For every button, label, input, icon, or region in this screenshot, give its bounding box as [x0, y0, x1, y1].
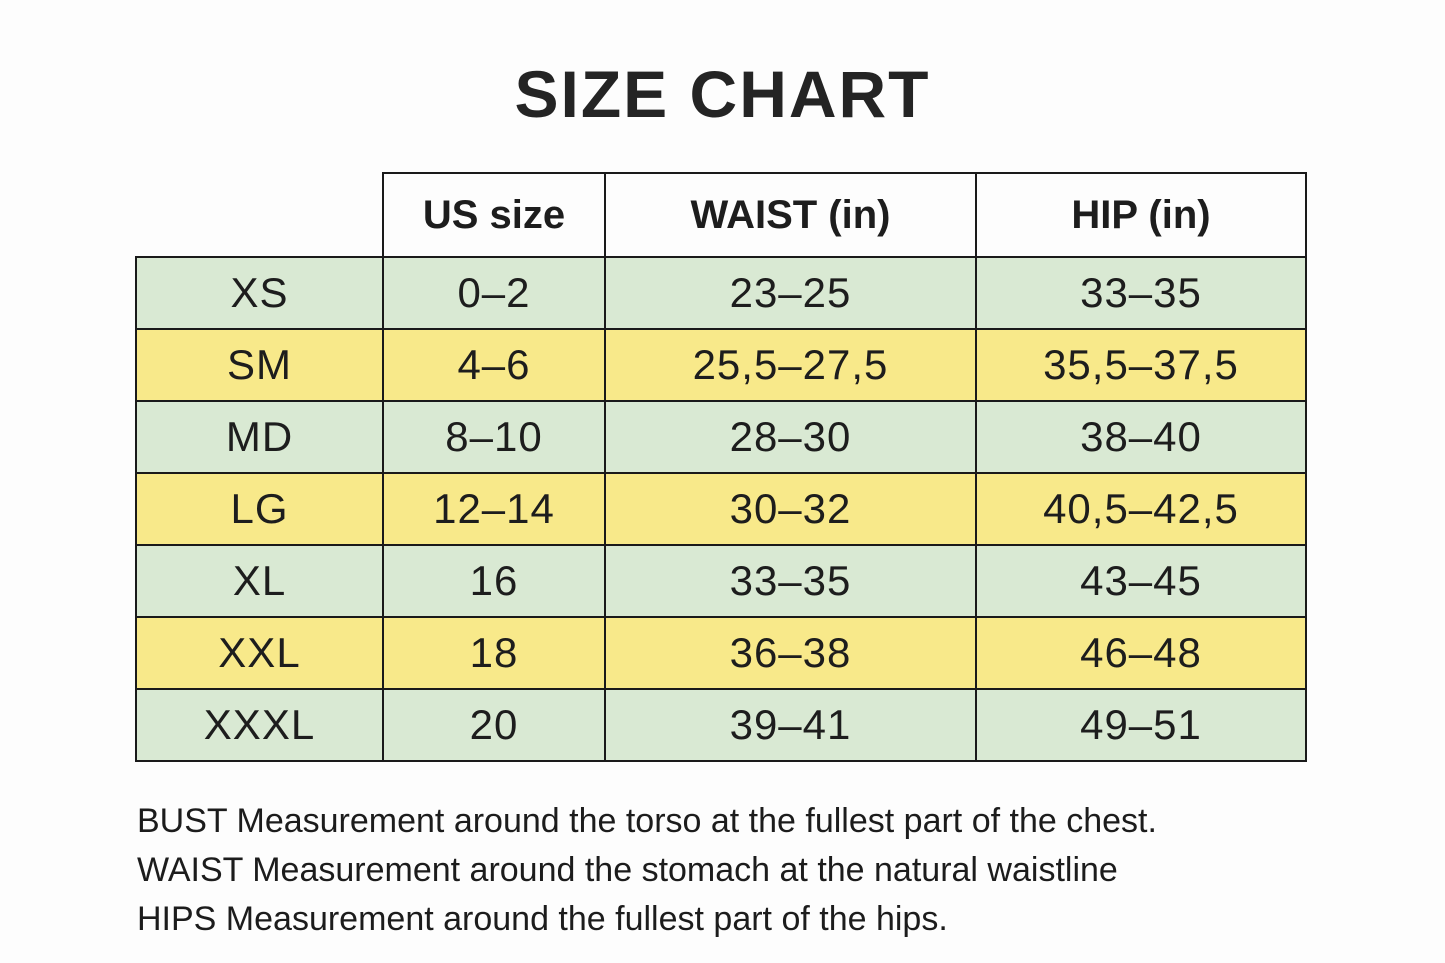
size-cell: SM — [135, 328, 384, 402]
column-header-us-size: US size — [382, 172, 606, 258]
page-title: SIZE CHART — [514, 57, 931, 131]
column-header-hip: HIP (in) — [975, 172, 1307, 258]
table-row-lg: LG 12–14 30–32 40,5–42,5 — [135, 472, 1307, 546]
us-size-cell: 16 — [382, 544, 606, 618]
hip-cell: 33–35 — [975, 256, 1307, 330]
waist-cell: 25,5–27,5 — [604, 328, 977, 402]
size-cell: XXL — [135, 616, 384, 690]
column-header-waist: WAIST (in) — [604, 172, 977, 258]
note-hips: HIPS Measurement around the fullest part… — [137, 900, 948, 938]
waist-cell: 39–41 — [604, 688, 977, 762]
note-bust: BUST Measurement around the torso at the… — [137, 802, 1157, 840]
size-cell: MD — [135, 400, 384, 474]
size-cell: XL — [135, 544, 384, 618]
us-size-cell: 12–14 — [382, 472, 606, 546]
waist-cell: 33–35 — [604, 544, 977, 618]
waist-cell: 28–30 — [604, 400, 977, 474]
hip-cell: 43–45 — [975, 544, 1307, 618]
table-row-sm: SM 4–6 25,5–27,5 35,5–37,5 — [135, 328, 1307, 402]
us-size-cell: 0–2 — [382, 256, 606, 330]
size-cell: XS — [135, 256, 384, 330]
us-size-cell: 8–10 — [382, 400, 606, 474]
note-waist: WAIST Measurement around the stomach at … — [137, 851, 1118, 889]
hip-cell: 40,5–42,5 — [975, 472, 1307, 546]
hip-cell: 49–51 — [975, 688, 1307, 762]
us-size-cell: 4–6 — [382, 328, 606, 402]
table-row-xs: XS 0–2 23–25 33–35 — [135, 256, 1307, 330]
table-row-xxl: XXL 18 36–38 46–48 — [135, 616, 1307, 690]
us-size-cell: 20 — [382, 688, 606, 762]
us-size-cell: 18 — [382, 616, 606, 690]
table-row-xl: XL 16 33–35 43–45 — [135, 544, 1307, 618]
table-row-md: MD 8–10 28–30 38–40 — [135, 400, 1307, 474]
waist-cell: 36–38 — [604, 616, 977, 690]
hip-cell: 46–48 — [975, 616, 1307, 690]
size-cell: XXXL — [135, 688, 384, 762]
waist-cell: 30–32 — [604, 472, 977, 546]
size-chart-table: US size WAIST (in) HIP (in) XS 0–2 23–25… — [135, 172, 1307, 762]
header-row: US size WAIST (in) HIP (in) — [136, 172, 1307, 258]
hip-cell: 38–40 — [975, 400, 1307, 474]
table-row-xxxl: XXXL 20 39–41 49–51 — [135, 688, 1307, 762]
waist-cell: 23–25 — [604, 256, 977, 330]
empty-corner-cell — [136, 173, 383, 257]
measurement-notes: BUST Measurement around the torso at the… — [137, 797, 1157, 944]
size-cell: LG — [135, 472, 384, 546]
hip-cell: 35,5–37,5 — [975, 328, 1307, 402]
